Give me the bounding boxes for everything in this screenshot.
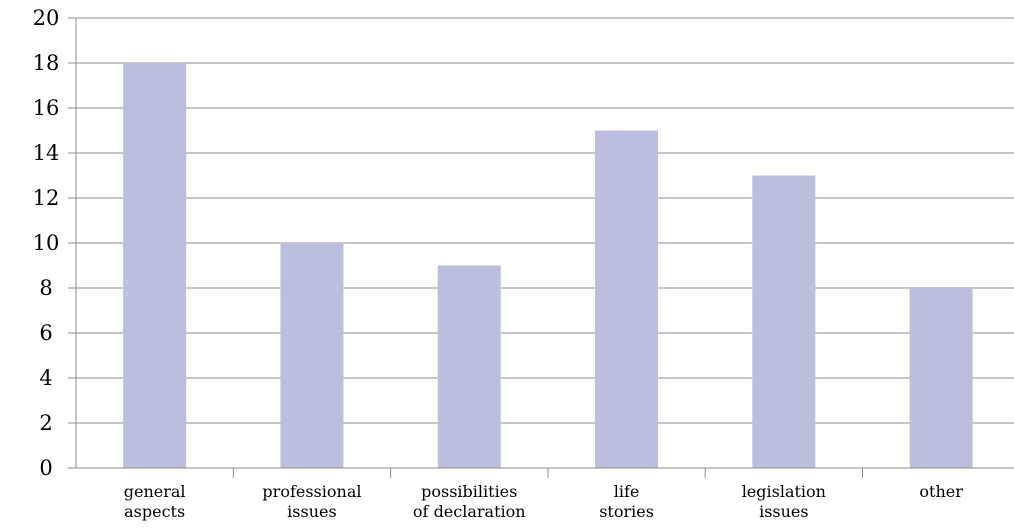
x-tick-label: legislation issues bbox=[742, 482, 826, 521]
x-tick-label: other bbox=[919, 482, 963, 501]
x-tick-label: general aspects bbox=[124, 482, 186, 521]
bar bbox=[909, 288, 973, 468]
bar bbox=[123, 63, 187, 468]
x-tick-label-line: aspects bbox=[124, 502, 185, 521]
x-tick-label-line: issues bbox=[287, 502, 337, 521]
bar bbox=[595, 130, 659, 468]
y-tick-label: 10 bbox=[33, 231, 60, 255]
bar-layer bbox=[123, 63, 973, 468]
x-tick-label-line: general bbox=[124, 482, 186, 501]
y-tick-label: 4 bbox=[39, 366, 52, 390]
x-tick-label-line: legislation bbox=[742, 482, 826, 501]
x-tick-label-line: life bbox=[614, 482, 640, 501]
y-tick-label: 18 bbox=[33, 51, 60, 75]
x-tick-label-line: issues bbox=[759, 502, 809, 521]
axis-layer bbox=[68, 17, 1014, 478]
y-tick-label: 8 bbox=[39, 276, 52, 300]
y-tick-label: 14 bbox=[33, 141, 60, 165]
x-tick-label-line: possibilities bbox=[421, 482, 517, 501]
label-layer: 0 2 4 6 8 10 12 14 16 18 20 general aspects professio… bbox=[33, 6, 964, 521]
x-tick-label-line: other bbox=[919, 482, 963, 501]
bar bbox=[437, 265, 501, 468]
x-tick-label-line: stories bbox=[599, 502, 654, 521]
grid-layer bbox=[76, 17, 1014, 424]
y-tick-label: 12 bbox=[33, 186, 60, 210]
x-tick-label: life stories bbox=[599, 482, 654, 521]
y-tick-label: 20 bbox=[33, 6, 60, 30]
y-tick-label: 6 bbox=[39, 321, 52, 345]
y-tick-label: 2 bbox=[39, 411, 52, 435]
x-tick-label-line: of declaration bbox=[413, 502, 526, 521]
y-tick-label: 0 bbox=[39, 456, 52, 480]
bar bbox=[752, 175, 816, 468]
y-tick-label: 16 bbox=[33, 96, 60, 120]
bar bbox=[280, 243, 344, 468]
x-tick-label: professional issues bbox=[262, 482, 361, 521]
x-tick-label-line: professional bbox=[262, 482, 361, 501]
x-tick-label: possibilities of declaration bbox=[413, 482, 526, 521]
